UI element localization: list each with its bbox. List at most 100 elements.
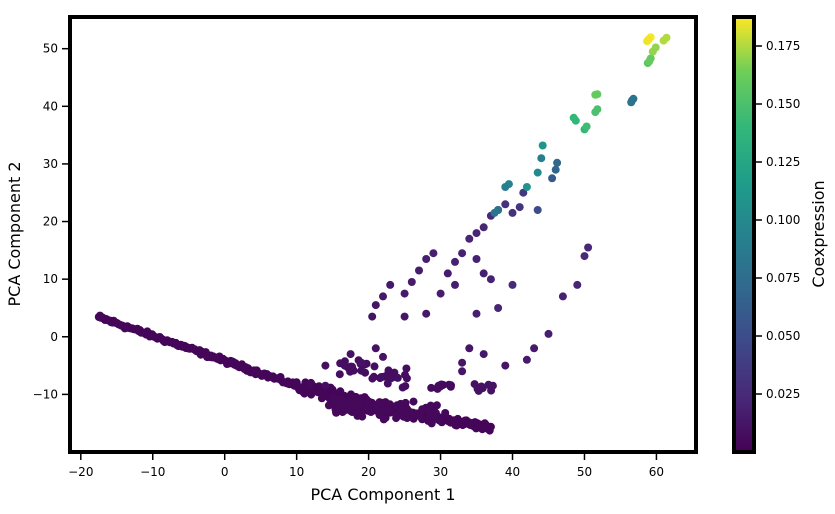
x-tick-label: 40 [505, 465, 520, 479]
x-axis-ticks: −20 −10 0 10 20 30 40 50 60 [68, 454, 664, 479]
data-point [422, 309, 431, 318]
data-point [458, 249, 467, 258]
data-point [582, 122, 591, 131]
data-point [538, 141, 547, 150]
data-point [379, 352, 387, 361]
y-tick-label: 50 [43, 42, 58, 56]
data-point [479, 350, 488, 359]
colorbar-tick-label: 0.075 [766, 271, 800, 285]
data-point [384, 373, 393, 382]
data-point [472, 229, 481, 238]
x-tick-label: −20 [68, 465, 93, 479]
colorbar-tick-label: 0.175 [766, 39, 800, 53]
x-tick-label: 30 [433, 465, 448, 479]
data-point [465, 344, 474, 353]
data-point [369, 372, 378, 381]
data-point [357, 358, 366, 367]
colorbar-tick-label: 0.125 [766, 155, 800, 169]
x-tick-label: 60 [649, 465, 664, 479]
data-point [508, 280, 517, 289]
x-tick-label: −10 [140, 465, 165, 479]
y-tick-label: 30 [43, 157, 58, 171]
data-point [335, 370, 344, 379]
data-point [451, 280, 459, 289]
data-point [441, 409, 450, 417]
data-point [346, 407, 355, 416]
data-point [571, 116, 580, 125]
data-point [371, 344, 380, 353]
plot-frame [68, 15, 698, 454]
data-point [447, 381, 455, 390]
data-point [548, 174, 557, 183]
colorbar-ticks: 0.025 0.050 0.075 0.100 0.125 0.150 0.175 [756, 39, 800, 401]
x-tick-label: 0 [221, 465, 229, 479]
data-point [472, 255, 481, 263]
data-point [386, 280, 395, 289]
data-point [383, 379, 392, 388]
data-point [392, 414, 401, 423]
colorbar-tick-label: 0.100 [766, 213, 800, 227]
data-point [337, 405, 346, 414]
data-point [342, 398, 351, 407]
data-point [379, 292, 387, 301]
data-point [407, 278, 416, 286]
data-point [321, 381, 330, 390]
data-point [537, 154, 546, 163]
x-axis-label: PCA Component 1 [310, 485, 455, 504]
data-point [390, 368, 399, 377]
data-point [385, 406, 394, 415]
data-point [553, 158, 562, 167]
data-point [375, 410, 384, 419]
data-point [544, 329, 553, 338]
data-point [361, 368, 370, 377]
data-point [429, 410, 438, 419]
data-point [501, 200, 510, 209]
data-point [346, 350, 355, 359]
y-tick-label: 0 [50, 330, 58, 344]
data-point [662, 33, 671, 42]
data-point [400, 289, 409, 298]
data-point [593, 90, 602, 99]
colorbar-label: Coexpression [809, 180, 828, 287]
data-point [530, 344, 539, 353]
data-point [486, 422, 495, 431]
colorbar-gradient [734, 17, 754, 452]
data-point [477, 382, 486, 391]
colorbar-tick-label: 0.150 [766, 97, 800, 111]
data-point [470, 380, 479, 389]
y-tick-label: −10 [33, 387, 58, 401]
data-point [515, 203, 524, 212]
data-point [465, 234, 474, 243]
data-point [402, 364, 411, 373]
data-point [580, 252, 589, 261]
data-point [96, 313, 105, 322]
data-point [472, 309, 481, 318]
data-point [533, 206, 542, 214]
data-point [443, 269, 452, 278]
data-point [519, 188, 528, 197]
y-tick-label: 20 [43, 215, 58, 229]
data-point [458, 358, 467, 367]
data-point [651, 43, 660, 52]
data-point [371, 301, 380, 310]
data-point [494, 304, 503, 312]
y-axis-ticks: −10 0 10 20 30 40 50 [33, 42, 68, 401]
colorbar-tick-label: 0.050 [766, 329, 800, 343]
data-point [436, 289, 445, 298]
data-point [402, 404, 411, 413]
x-tick-label: 20 [361, 465, 376, 479]
data-point [375, 398, 384, 407]
y-tick-label: 40 [43, 99, 58, 113]
data-point [593, 105, 602, 114]
data-point [487, 386, 496, 395]
data-point [486, 275, 495, 284]
data-point [433, 384, 442, 393]
data-point [422, 255, 431, 263]
data-point [479, 269, 488, 278]
colorbar-tick-label: 0.025 [766, 387, 800, 401]
y-tick-label: 10 [43, 272, 58, 286]
data-point [479, 223, 488, 232]
data-point [533, 168, 542, 177]
data-point [501, 361, 510, 370]
